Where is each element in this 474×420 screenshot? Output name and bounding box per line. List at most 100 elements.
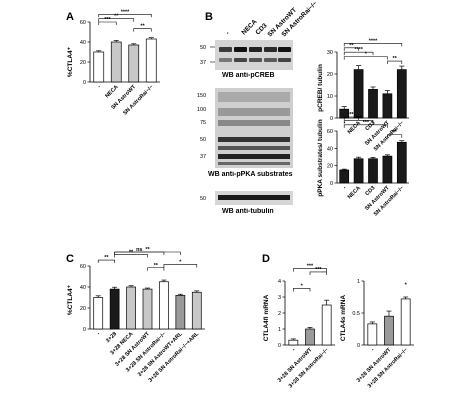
- significance-bracket: [387, 60, 403, 65]
- mw-marker: 50: [200, 137, 206, 143]
- blot-image: [215, 40, 293, 70]
- significance-bracket: [343, 47, 359, 51]
- bar: [400, 298, 411, 346]
- y-tick-label: 0: [83, 80, 86, 86]
- significance-label: **: [145, 247, 150, 253]
- mw-marker: 37: [200, 154, 206, 160]
- bar: [353, 69, 364, 119]
- significance-bracket: [98, 21, 117, 25]
- bar: [382, 93, 393, 119]
- x-tick-label: NECA: [347, 185, 362, 200]
- significance-bracket: [147, 267, 165, 271]
- y-axis-label: pCREB/ tubulin: [317, 64, 324, 112]
- bar: [93, 297, 104, 330]
- mw-marker: 50: [200, 45, 206, 51]
- bar: [353, 158, 364, 184]
- bar: [367, 323, 378, 346]
- y-axis-label: %CTLA4⁺: [67, 46, 74, 77]
- y-tick-label: 60: [327, 129, 333, 135]
- x-tick-label: NECA: [104, 84, 119, 99]
- bar: [109, 288, 120, 330]
- mw-marker: 150: [197, 93, 206, 99]
- significance-bracket: [163, 264, 198, 268]
- y-axis-label: pPKA substrates/ tubulin: [317, 119, 324, 196]
- significance-bracket: [114, 251, 181, 255]
- significance-label: **: [140, 24, 145, 30]
- y-tick-label: 60: [80, 20, 86, 26]
- y-tick-label: 20: [80, 60, 86, 66]
- blot-band: [218, 154, 290, 159]
- y-tick-label: 4: [278, 279, 281, 285]
- blot-band: [249, 58, 262, 62]
- bar: [126, 286, 136, 330]
- significance-bracket: [309, 271, 327, 275]
- y-tick-label: 20: [327, 164, 333, 170]
- y-tick-label: 1: [357, 279, 360, 285]
- bar: [191, 291, 202, 330]
- blot-smear: [218, 120, 290, 126]
- x-tick-label: -: [291, 347, 297, 353]
- bar: [382, 155, 393, 184]
- bar: [368, 89, 378, 119]
- y-tick-label: 3: [278, 295, 281, 301]
- significance-label: **: [349, 112, 354, 118]
- bar: [305, 328, 315, 346]
- y-axis-label: CTLA4fl mRNA: [263, 294, 270, 341]
- y-tick-label: 0.5: [352, 311, 360, 317]
- bar: [288, 339, 299, 346]
- y-axis-label: %CTLA4⁺: [67, 284, 74, 315]
- x-tick-label: -: [96, 331, 102, 337]
- significance-label: ****: [121, 9, 130, 15]
- bar: [396, 141, 407, 184]
- bar: [159, 281, 169, 330]
- significance-bracket: [98, 18, 135, 22]
- significance-label: *: [301, 283, 304, 289]
- x-tick-label: -: [342, 185, 348, 191]
- significance-bracket: [114, 254, 148, 258]
- significance-bracket: [343, 43, 403, 47]
- significance-label: **: [392, 56, 397, 62]
- significance-label: ***: [307, 264, 314, 270]
- bar: [110, 41, 122, 83]
- blot-band: [218, 146, 290, 150]
- blot-band: [218, 195, 290, 200]
- blot-pcreb: 50 37: [200, 40, 293, 70]
- significance-label: ***: [315, 267, 322, 273]
- y-axis-label: CTLA4s mRNA: [340, 295, 347, 342]
- bar: [93, 51, 105, 83]
- blot-band: [218, 162, 290, 165]
- bar: [396, 69, 407, 119]
- y-tick-label: 40: [80, 40, 86, 46]
- y-tick-label: 0: [278, 343, 281, 349]
- bar: [384, 315, 394, 346]
- blot-band: [249, 47, 262, 52]
- blot-band: [219, 58, 232, 62]
- blot-band: [278, 58, 291, 62]
- significance-label: *: [365, 52, 368, 58]
- blot-ppka: 150 100 75 50 37: [197, 88, 293, 168]
- bar: [142, 288, 153, 330]
- blot-smear: [218, 92, 290, 102]
- significance-bracket: [133, 28, 152, 32]
- significance-label: ***: [355, 115, 362, 121]
- blot-band: [278, 47, 291, 52]
- y-tick-label: 20: [80, 306, 86, 312]
- blot-caption-ppka: WB anti-pPKA substrates: [208, 171, 293, 178]
- y-tick-label: 0: [330, 181, 333, 187]
- blot-tubulin: 50: [200, 191, 293, 205]
- x-tick-label: -: [370, 347, 376, 353]
- blot-band: [264, 58, 277, 62]
- significance-bracket: [293, 288, 311, 292]
- significance-bracket: [293, 268, 327, 272]
- significance-bracket: [97, 259, 115, 264]
- x-tick-label: -: [342, 120, 348, 126]
- y-tick-label: 0: [330, 116, 333, 122]
- x-tick-label: 3+28: [105, 331, 118, 344]
- significance-bracket: [343, 120, 374, 124]
- panel-letter-b: B: [205, 11, 213, 23]
- mw-marker: 37: [200, 60, 206, 66]
- significance-bracket: [343, 116, 359, 120]
